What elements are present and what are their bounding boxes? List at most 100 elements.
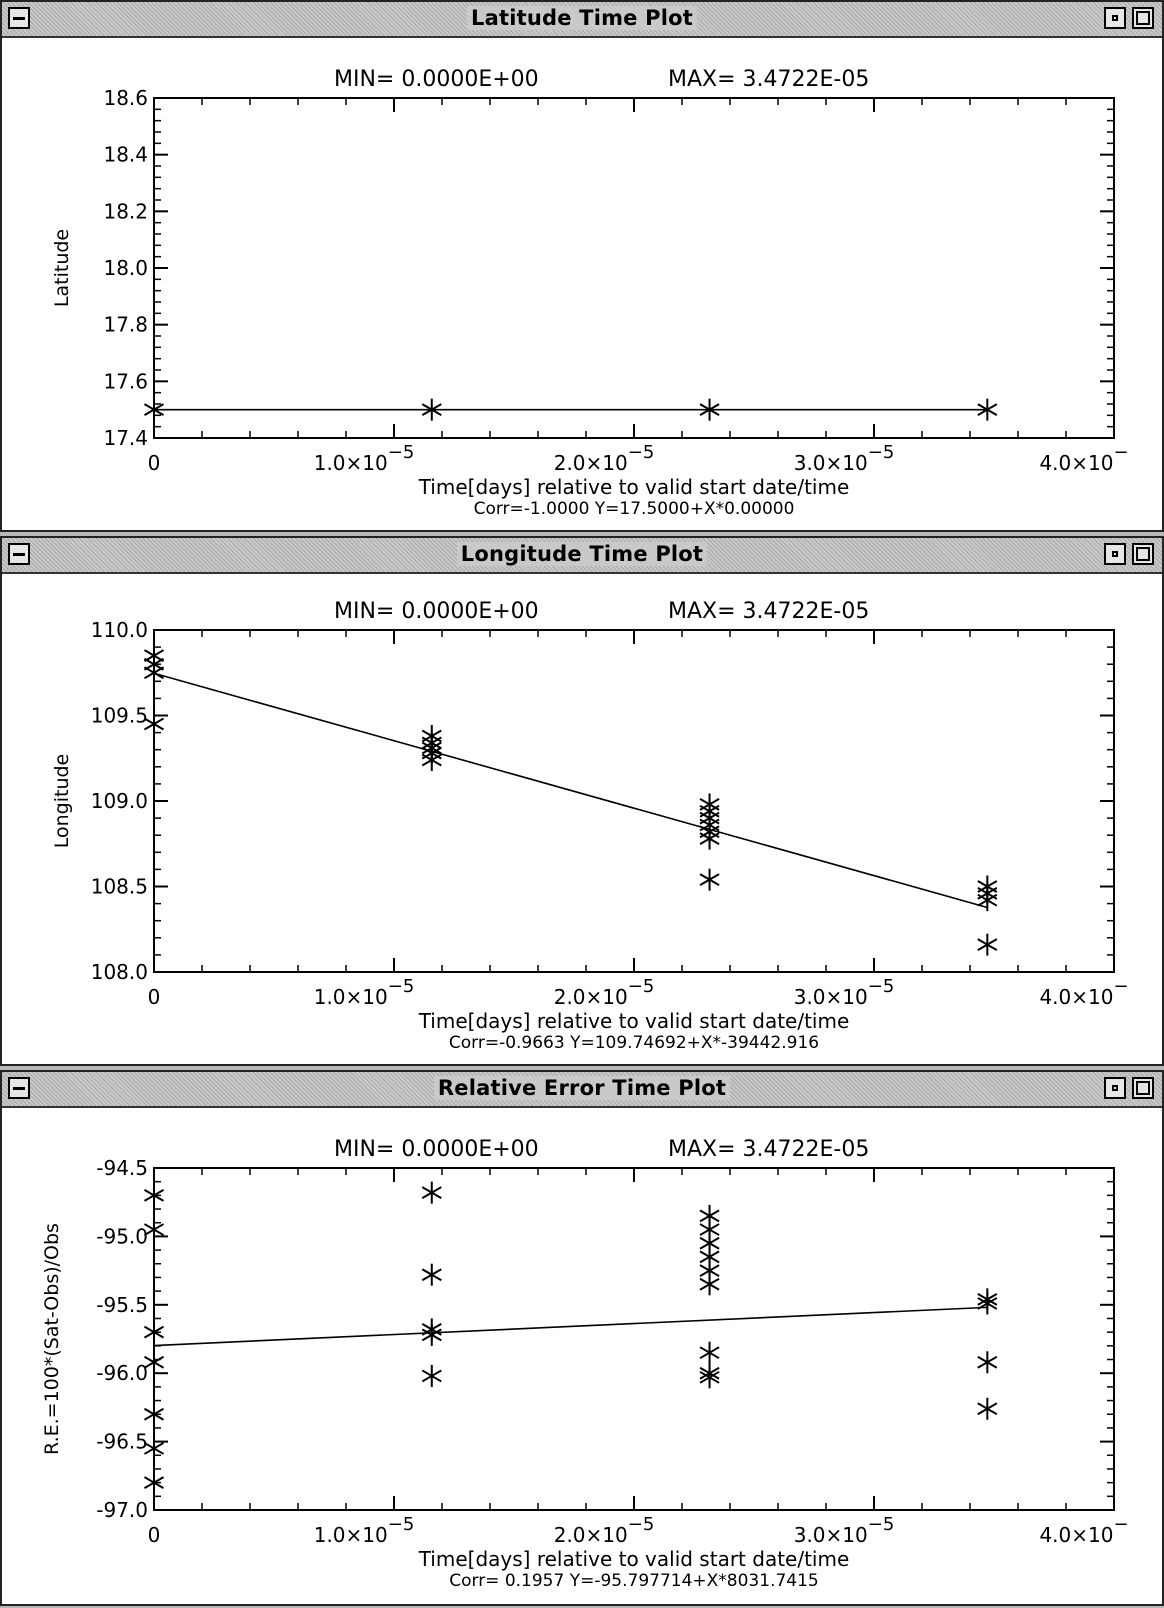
x-axis-label: Time[days] relative to valid start date/… [418, 1547, 850, 1571]
latitude-titlebar[interactable]: Latitude Time Plot [2, 2, 1162, 38]
y-tick-label: -97.0 [96, 1498, 148, 1522]
y-tick-label: 18.2 [103, 199, 148, 223]
data-point [143, 1218, 165, 1241]
min-label: MIN= 0.0000E+00 [334, 1137, 539, 1162]
maximize-icon[interactable] [1132, 543, 1154, 565]
relative-error-chart: MIN= 0.0000E+00 MAX= 3.4722E-05 R.E.=100… [41, 1137, 1129, 1591]
x-tick-label: 3.0×10−5 [794, 1514, 895, 1547]
data-point [143, 1437, 165, 1460]
correlation-label: Corr= 0.1957 Y=-95.797714+X*8031.7415 [449, 1571, 819, 1591]
correlation-label: Corr=-1.0000 Y=17.5000+X*0.00000 [474, 499, 795, 519]
data-point [977, 398, 998, 421]
x-tick-label: 4.0×10− [1039, 442, 1128, 475]
y-tick-label: 109.0 [91, 789, 148, 813]
y-tick-label: 17.8 [103, 313, 148, 337]
y-tick-label: 110.0 [91, 618, 148, 642]
window-menu-icon[interactable] [8, 543, 30, 565]
data-point [977, 889, 998, 912]
data-point [977, 1351, 998, 1374]
relative-error-titlebar[interactable]: Relative Error Time Plot [2, 1072, 1162, 1108]
data-point [143, 1471, 165, 1494]
y-axis-label: Longitude [51, 754, 73, 849]
fit-line [153, 1306, 988, 1347]
max-label: MAX= 3.4722E-05 [668, 67, 869, 92]
window-menu-icon[interactable] [8, 7, 30, 29]
x-axis-label: Time[days] relative to valid start date/… [418, 1009, 850, 1033]
latitude-window: Latitude Time Plot MIN= 0.0000E+00 MAX= … [0, 0, 1164, 532]
x-tick-label: 2.0×10−5 [554, 976, 655, 1009]
x-tick-label: 4.0×10− [1039, 976, 1128, 1009]
data-point [699, 868, 720, 891]
x-tick-label: 3.0×10−5 [794, 442, 895, 475]
y-tick-label: -95.5 [96, 1293, 148, 1317]
longitude-window: Longitude Time Plot MIN= 0.0000E+00 MAX=… [0, 536, 1164, 1066]
window-menu-icon[interactable] [8, 1077, 30, 1099]
data-point [143, 1351, 165, 1374]
y-axis-label: Latitude [51, 229, 73, 307]
y-tick-label: -94.5 [96, 1156, 148, 1180]
minimize-icon[interactable] [1104, 7, 1126, 29]
data-point [143, 398, 165, 421]
y-tick-label: 17.4 [103, 426, 148, 450]
y-tick-label: 18.0 [103, 256, 148, 280]
data-point [421, 1364, 442, 1387]
y-tick-label: 108.0 [91, 960, 148, 984]
data-point [421, 748, 442, 771]
y-axis-label: R.E.=100*(Sat-Obs)/Obs [41, 1223, 63, 1455]
data-point [421, 1181, 442, 1204]
data-point [143, 661, 165, 684]
x-tick-label: 2.0×10−5 [554, 1514, 655, 1547]
y-tick-label: -96.0 [96, 1361, 148, 1385]
min-label: MIN= 0.0000E+00 [334, 67, 539, 92]
x-tick-label: 1.0×10−5 [314, 442, 415, 475]
x-tick-label: 1.0×10−5 [314, 976, 415, 1009]
x-tick-label: 1.0×10−5 [314, 1514, 415, 1547]
x-tick-label: 0 [148, 451, 161, 475]
data-point [977, 1292, 998, 1315]
data-point [699, 1341, 720, 1364]
minimize-icon[interactable] [1104, 543, 1126, 565]
maximize-icon[interactable] [1132, 7, 1154, 29]
data-point [699, 827, 720, 850]
correlation-label: Corr=-0.9663 Y=109.74692+X*-39442.916 [449, 1033, 819, 1053]
data-point [421, 1323, 442, 1346]
data-point [977, 1397, 998, 1420]
min-label: MIN= 0.0000E+00 [334, 599, 539, 624]
plot-frame [153, 97, 1115, 439]
relative-error-window: Relative Error Time Plot MIN= 0.0000E+00… [0, 1070, 1164, 1606]
fit-line [153, 672, 988, 909]
data-point [421, 398, 442, 421]
x-tick-label: 0 [148, 985, 161, 1009]
x-tick-label: 0 [148, 1523, 161, 1547]
y-tick-label: 108.5 [91, 875, 148, 899]
y-tick-label: 18.4 [103, 143, 148, 167]
x-tick-label: 2.0×10−5 [554, 442, 655, 475]
y-tick-label: 109.5 [91, 704, 148, 728]
data-point [143, 1184, 165, 1207]
data-point [699, 398, 720, 421]
minimize-icon[interactable] [1104, 1077, 1126, 1099]
longitude-chart: MIN= 0.0000E+00 MAX= 3.4722E-05 Longitud… [51, 599, 1129, 1053]
latitude-chart: MIN= 0.0000E+00 MAX= 3.4722E-05 Latitude… [51, 67, 1129, 519]
data-point [699, 1273, 720, 1296]
data-point [421, 1263, 442, 1286]
data-point [699, 1366, 720, 1389]
longitude-titlebar[interactable]: Longitude Time Plot [2, 538, 1162, 574]
max-label: MAX= 3.4722E-05 [668, 1137, 869, 1162]
relative-error-window-title: Relative Error Time Plot [433, 1076, 731, 1100]
x-tick-label: 4.0×10− [1039, 1514, 1128, 1547]
x-tick-label: 3.0×10−5 [794, 976, 895, 1009]
y-tick-label: 18.6 [103, 86, 148, 110]
y-tick-label: -96.5 [96, 1430, 148, 1454]
data-point [977, 933, 998, 956]
plot-frame [153, 629, 1115, 973]
x-axis-label: Time[days] relative to valid start date/… [418, 475, 850, 499]
data-point [143, 1403, 165, 1426]
y-tick-label: 17.6 [103, 369, 148, 393]
data-point [143, 1321, 165, 1344]
max-label: MAX= 3.4722E-05 [668, 599, 869, 624]
longitude-window-title: Longitude Time Plot [456, 542, 708, 566]
data-point [143, 713, 165, 736]
maximize-icon[interactable] [1132, 1077, 1154, 1099]
y-tick-label: -95.0 [96, 1224, 148, 1248]
